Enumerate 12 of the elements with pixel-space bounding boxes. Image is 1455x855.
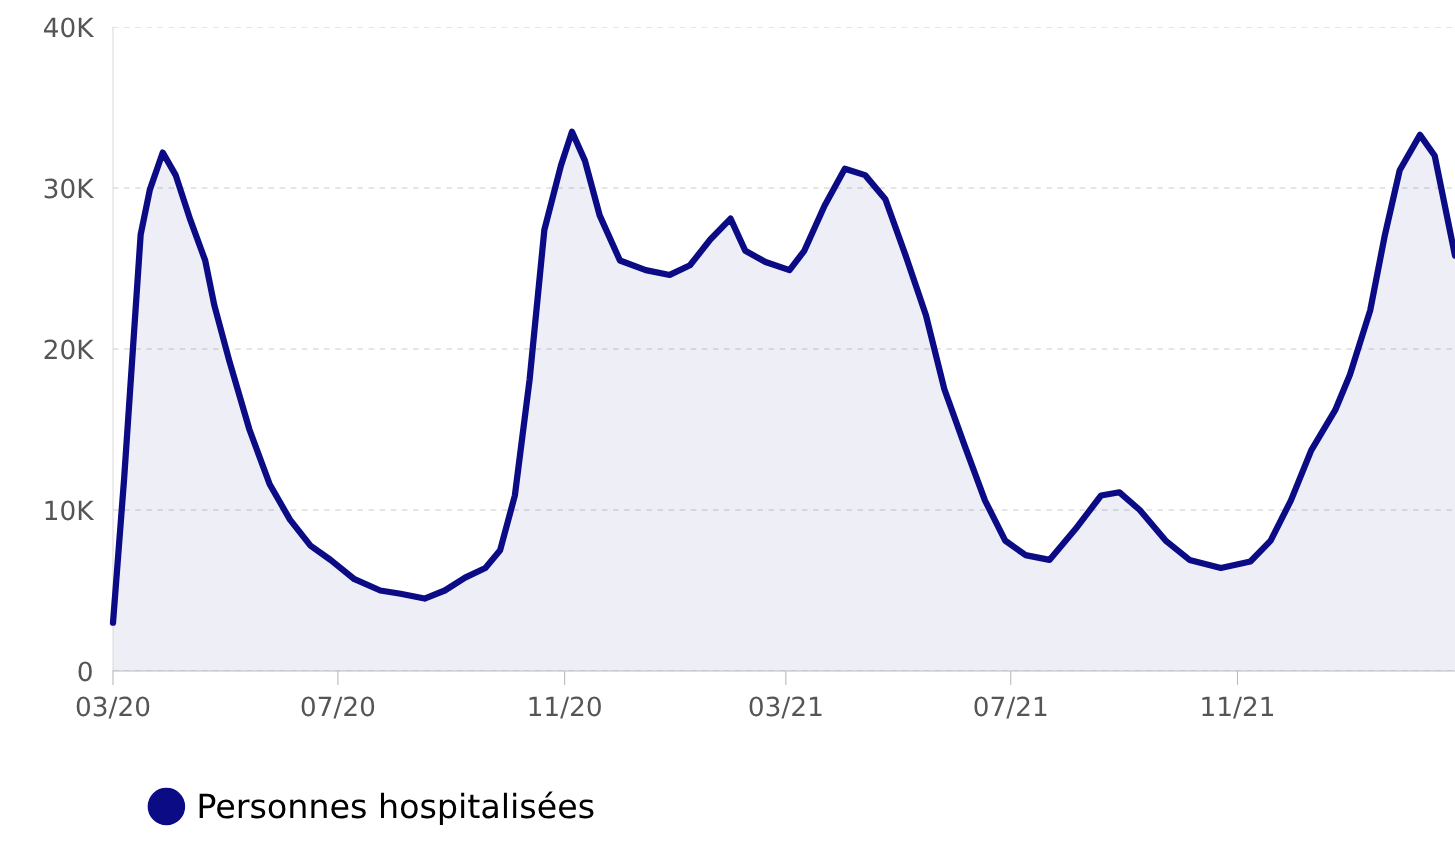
- x-tick-label: 07/21: [974, 696, 1047, 719]
- legend-label: Personnes hospitalisées: [199, 791, 594, 825]
- y-tick-label: 30K: [44, 178, 95, 199]
- y-tick-label: 10K: [45, 500, 95, 521]
- y-tick-label: 0: [78, 661, 92, 682]
- x-tick-label: 11/20: [529, 696, 601, 719]
- x-tick-label: 03/21: [749, 696, 822, 719]
- x-tick-label: 03/20: [76, 696, 150, 719]
- y-tick-label: 40K: [43, 17, 95, 38]
- y-tick-label: 20K: [44, 339, 95, 360]
- x-tick-label: 07/20: [301, 696, 375, 719]
- x-tick-label: 11/21: [1202, 696, 1274, 719]
